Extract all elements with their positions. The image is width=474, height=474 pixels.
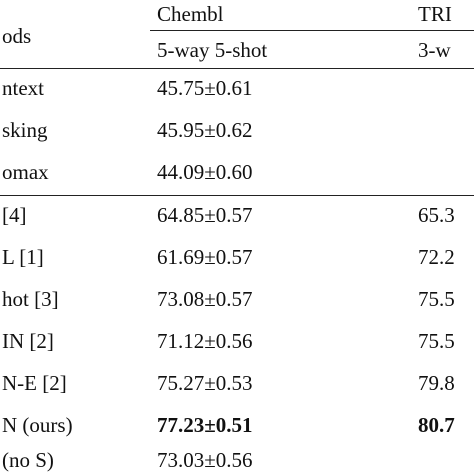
score-cell: 73.03±0.56 [157,448,253,472]
method-name: hot [3] [2,287,59,311]
score-cell: 71.12±0.56 [157,329,253,353]
method-name: [4] [2,203,27,227]
rule [150,30,474,31]
score-cell: 77.23±0.51 [157,413,253,437]
header-method: ods [2,24,32,48]
score-cell: 64.85±0.57 [157,203,253,227]
method-name: N (ours) [2,413,73,437]
score-cell: 72.2 [418,245,455,269]
score-cell: 75.5 [418,287,455,311]
score-cell: 79.8 [418,371,455,395]
score-cell: 45.95±0.62 [157,118,253,142]
rule [0,195,474,196]
rule [0,68,474,69]
score-cell: 65.3 [418,203,455,227]
method-name: IN [2] [2,329,54,353]
score-cell: 73.08±0.57 [157,287,253,311]
method-name: (no S) [2,448,54,472]
method-name: omax [2,160,49,184]
header-sub: 5-way 5-shot [157,38,268,62]
score-cell: 75.27±0.53 [157,371,253,395]
score-cell: 75.5 [418,329,455,353]
score-cell: 80.7 [418,413,455,437]
method-name: sking [2,118,48,142]
score-cell: 61.69±0.57 [157,245,253,269]
header-group: Chembl [157,2,224,26]
method-name: N-E [2] [2,371,67,395]
score-cell: 45.75±0.61 [157,76,253,100]
method-name: ntext [2,76,44,100]
header-sub: 3-w [418,38,451,62]
header-group: TRI [418,2,452,26]
method-name: L [1] [2,245,44,269]
score-cell: 44.09±0.60 [157,160,253,184]
